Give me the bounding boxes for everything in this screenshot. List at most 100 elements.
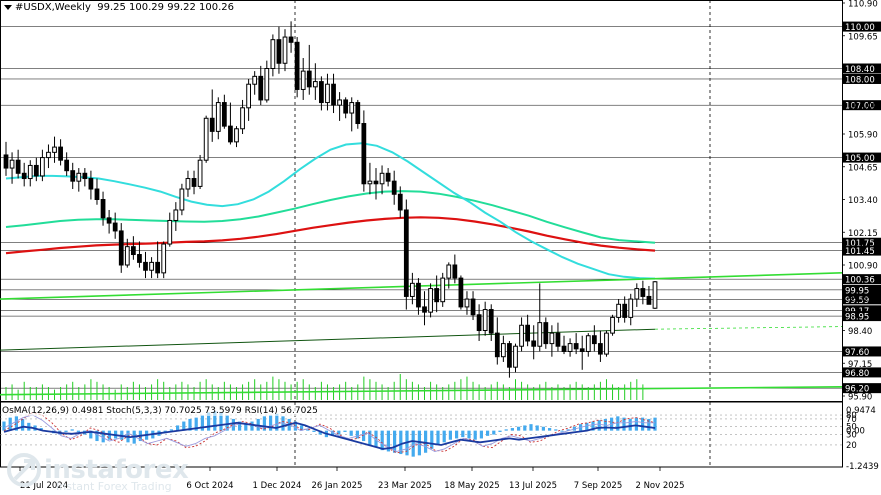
candle-body-58: [355, 102, 361, 125]
ind-tick-label-0: 0.9474: [846, 406, 876, 416]
candle-body-102: [622, 303, 628, 318]
candle-body-13: [82, 172, 88, 180]
candle-body-97: [591, 335, 597, 345]
osma-bar-35: [219, 412, 223, 431]
osma-bar-102: [634, 417, 638, 431]
candle-body-42: [258, 75, 264, 101]
candle-body-28: [173, 209, 179, 221]
price-tick-label-5: 103.40: [848, 196, 878, 206]
candle-body-55: [337, 99, 342, 106]
candle-body-44: [270, 39, 276, 69]
date-label-1: 6 Oct 2024: [186, 481, 233, 491]
ind-tick-label-6: 0.00: [846, 427, 865, 437]
candle-body-65: [397, 193, 403, 211]
candle-body-81: [494, 332, 500, 358]
candle-body-50: [306, 70, 312, 88]
osma-bar-64: [399, 430, 403, 455]
candle-body-35: [215, 102, 221, 132]
level-tag-2: [843, 73, 881, 84]
osma-bar-36: [225, 415, 229, 431]
level-label-5: 101.75: [845, 239, 875, 249]
osma-bar-85: [529, 424, 533, 431]
level-tag-1: [843, 63, 881, 74]
level-tag-0: [843, 21, 881, 32]
candle-body-59: [361, 123, 367, 185]
osma-bar-3: [21, 418, 25, 431]
price-tick-label-0: 110.90: [848, 0, 878, 10]
ind-tick-label-1: 80: [846, 411, 857, 421]
osma-bar-69: [430, 430, 434, 449]
osma-bar-72: [448, 430, 452, 440]
candle-body-25: [155, 261, 161, 274]
osma-bar-50: [312, 430, 316, 432]
osma-bar-2: [14, 416, 18, 431]
osma-bar-14: [89, 430, 93, 439]
candle-body-106: [646, 295, 652, 305]
candle-body-103: [628, 298, 634, 318]
candle-body-74: [452, 264, 458, 279]
candle-body-38: [234, 128, 239, 143]
candle-body-41: [252, 75, 258, 85]
osma-bar-104: [647, 418, 651, 431]
level-label-1: 108.40: [845, 65, 875, 75]
osma-bar-30: [188, 418, 192, 431]
indicator-header: OsMA(12,26,9) 0.4981 Stoch(5,3,3) 70.702…: [2, 406, 318, 416]
osma-bar-55: [343, 430, 347, 432]
level-label-13: 96.80: [845, 369, 869, 379]
candle-body-61: [373, 180, 379, 185]
candle-body-7: [46, 151, 51, 159]
price-tick-label-10: 97.15: [848, 360, 872, 370]
osma-bar-66: [411, 430, 415, 457]
candle-body-105: [640, 288, 646, 297]
osma-bar-12: [76, 430, 80, 432]
osma-bar-73: [455, 430, 459, 439]
osma-bar-33: [207, 412, 211, 431]
candle-body-71: [434, 288, 440, 303]
candle-body-47: [288, 36, 294, 43]
candle-body-49: [300, 70, 306, 90]
osma-bar-15: [95, 430, 99, 442]
candle-body-54: [331, 83, 336, 106]
price-tick-label-8: 99.65: [848, 294, 872, 304]
ind-tick-label-3: 50: [846, 423, 857, 433]
osma-bar-67: [417, 430, 421, 456]
osma-bar-10: [64, 430, 68, 432]
level-label-8: 99.95: [845, 286, 869, 296]
candle-body-92: [561, 345, 567, 352]
candle-body-60: [367, 180, 373, 185]
candle-body-24: [149, 261, 154, 271]
header-dropdown-icon[interactable]: [4, 4, 12, 10]
osma-bar-62: [386, 430, 390, 452]
candle-body-85: [519, 324, 524, 347]
candle-body-107: [652, 281, 658, 309]
level-tag-13: [843, 367, 881, 378]
level-label-6: 101.45: [845, 247, 875, 257]
candle-body-43: [264, 68, 270, 101]
osma-bar-78: [486, 430, 490, 436]
candle-body-70: [428, 288, 433, 313]
osma-bar-34: [213, 411, 217, 431]
osma-bar-61: [380, 430, 384, 451]
osma-bar-79: [492, 430, 496, 435]
osma-bar-70: [436, 430, 440, 445]
ma-slow-line: [5, 216, 656, 255]
osma-bar-103: [641, 417, 645, 431]
osma-bar-88: [548, 428, 552, 431]
price-tick-label-1: 109.65: [848, 32, 878, 42]
price-pane-frame: [0, 0, 843, 402]
osma-bar-16: [101, 430, 105, 443]
osma-bar-27: [169, 429, 173, 431]
date-label-8: 2 Nov 2025: [635, 481, 684, 491]
level-tag-7: [843, 274, 881, 285]
candle-body-45: [276, 39, 282, 64]
level-tag-3: [843, 100, 881, 111]
candle-body-84: [513, 345, 518, 368]
candle-body-100: [610, 316, 615, 334]
candle-body-29: [179, 188, 185, 211]
osma-bar-90: [560, 430, 564, 432]
candle-body-75: [458, 277, 464, 308]
candle-body-86: [525, 324, 531, 342]
candle-body-57: [349, 102, 355, 114]
candle-body-36: [221, 102, 227, 127]
